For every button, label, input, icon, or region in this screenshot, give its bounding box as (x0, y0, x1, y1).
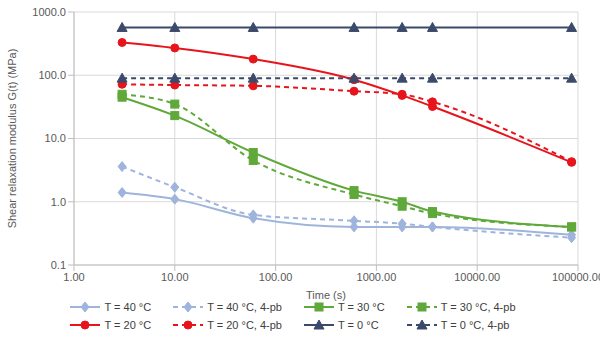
html-text:T = 30 °C: T = 30 °C (338, 301, 385, 313)
svg-text:100000.00: 100000.00 (552, 271, 592, 283)
svg-text:1000.00: 1000.00 (357, 271, 397, 283)
svg-text:0.1: 0.1 (51, 259, 66, 271)
html-text:T = 30 °C, 4-pb: T = 30 °C, 4-pb (440, 301, 516, 313)
svg-text:10.0: 10.0 (45, 132, 66, 144)
html-text:T = 40 °C, 4-pb: T = 40 °C, 4-pb (207, 301, 282, 313)
svg-text:1.0: 1.0 (51, 196, 66, 208)
html-text:T = 20 °C, 4-pb: T = 20 °C, 4-pb (207, 319, 282, 331)
svg-text:1000.0: 1000.0 (32, 6, 66, 18)
html-text:T = 40 °C: T = 40 °C (104, 301, 152, 313)
html-text:T = 0 °C: T = 0 °C (338, 319, 379, 331)
svg-text:1.00: 1.00 (63, 271, 84, 283)
svg-text:10.00: 10.00 (161, 271, 189, 283)
svg-text:Shear relaxation modulus G(t): Shear relaxation modulus G(t) (MPa) (8, 49, 18, 229)
html-text:T = 20 °C: T = 20 °C (104, 319, 152, 331)
svg-text:10000.00: 10000.00 (454, 271, 500, 283)
svg-text:100.0: 100.0 (38, 69, 66, 81)
svg-text:Time (s): Time (s) (306, 289, 346, 301)
svg-text:100.00: 100.00 (259, 271, 293, 283)
html-text:T = 0 °C, 4-pb: T = 0 °C, 4-pb (440, 319, 510, 331)
